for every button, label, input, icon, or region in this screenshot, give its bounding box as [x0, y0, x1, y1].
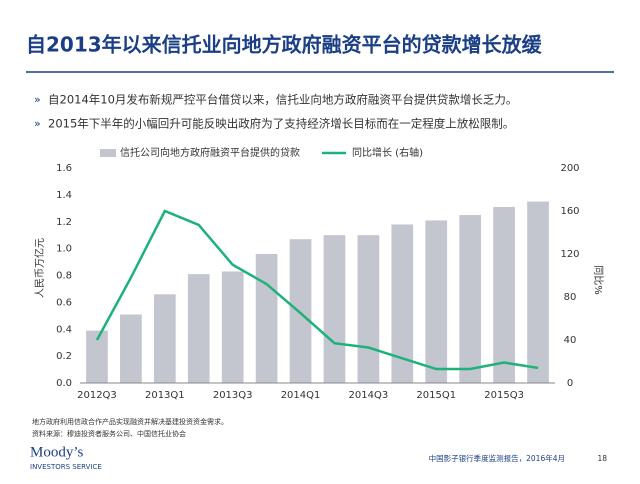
y2-tick-label: 160	[560, 206, 579, 217]
slide-title: 自2013年以来信托业向地方政府融资平台的贷款增长放缓	[26, 33, 543, 57]
x-tick-label: 2014Q1	[281, 390, 321, 401]
bar	[255, 254, 278, 383]
bar	[493, 206, 515, 383]
bullet: 自2014年10月发布新规严控平台借贷以来，信托业向地方政府融资平台提供贷款增长…	[48, 93, 517, 107]
y-tick-label: 0.0	[56, 378, 72, 389]
y2-axis-title: 同比%	[592, 265, 604, 295]
x-tick-label: 2013Q3	[213, 390, 253, 401]
bar	[323, 235, 346, 383]
page-number: 18	[597, 454, 607, 463]
x-tick-label: 2014Q3	[349, 390, 389, 401]
legend-swatch	[100, 149, 116, 157]
bullet-mark: »	[34, 117, 41, 130]
y-tick-label: 0.6	[56, 297, 72, 308]
y-tick-label: 1.0	[56, 244, 72, 255]
y2-tick-label: 0	[567, 378, 573, 389]
legend-label: 信托公司向地方政府融资平台提供的贷款	[120, 146, 300, 159]
y-axis-title: 人民币万亿元	[33, 238, 46, 298]
footnote: 资料来源：穆迪投资者服务公司、中国信托业协会	[32, 429, 186, 438]
footer-report: 中国影子银行季度监测报告，2016年4月	[429, 453, 565, 463]
x-tick-label: 2012Q3	[77, 390, 117, 401]
line	[95, 209, 539, 371]
bar	[391, 224, 414, 383]
y2-tick-label: 40	[564, 335, 577, 346]
bar	[120, 314, 142, 383]
x-tick-label: 2013Q1	[145, 390, 185, 401]
y2-tick-label: 120	[560, 249, 579, 260]
legend-label: 同比增长 (右轴)	[352, 146, 423, 159]
logo-tagline: INVESTORS SERVICE	[30, 463, 102, 471]
bullet: 2015年下半年的小幅回升可能反映出政府为了支持经济增长目标而在一定程度上放松限…	[48, 117, 514, 131]
y2-tick-label: 80	[564, 292, 577, 303]
y-tick-label: 1.2	[56, 217, 72, 228]
bar	[527, 201, 549, 383]
bar	[459, 215, 482, 383]
bar	[289, 239, 312, 383]
footnote: 地方政府利用信政合作产品实现融资并解决基建投资资金需求。	[32, 417, 228, 426]
x-tick-label: 2015Q3	[484, 390, 524, 401]
logo-name: Moody’s	[30, 444, 84, 460]
bar	[86, 330, 108, 383]
bar	[187, 274, 210, 383]
bar	[425, 220, 448, 383]
x-tick-label: 2015Q1	[416, 390, 456, 401]
y2-tick-label: 200	[560, 163, 579, 174]
bullet-mark: »	[34, 93, 41, 106]
bar	[153, 294, 176, 383]
bar	[221, 271, 244, 383]
y-tick-label: 0.2	[56, 351, 72, 362]
y-tick-label: 1.6	[56, 163, 72, 174]
bar	[357, 235, 380, 383]
y-tick-label: 1.4	[56, 190, 72, 201]
y-tick-label: 0.4	[56, 324, 72, 335]
y-tick-label: 0.8	[56, 271, 72, 282]
